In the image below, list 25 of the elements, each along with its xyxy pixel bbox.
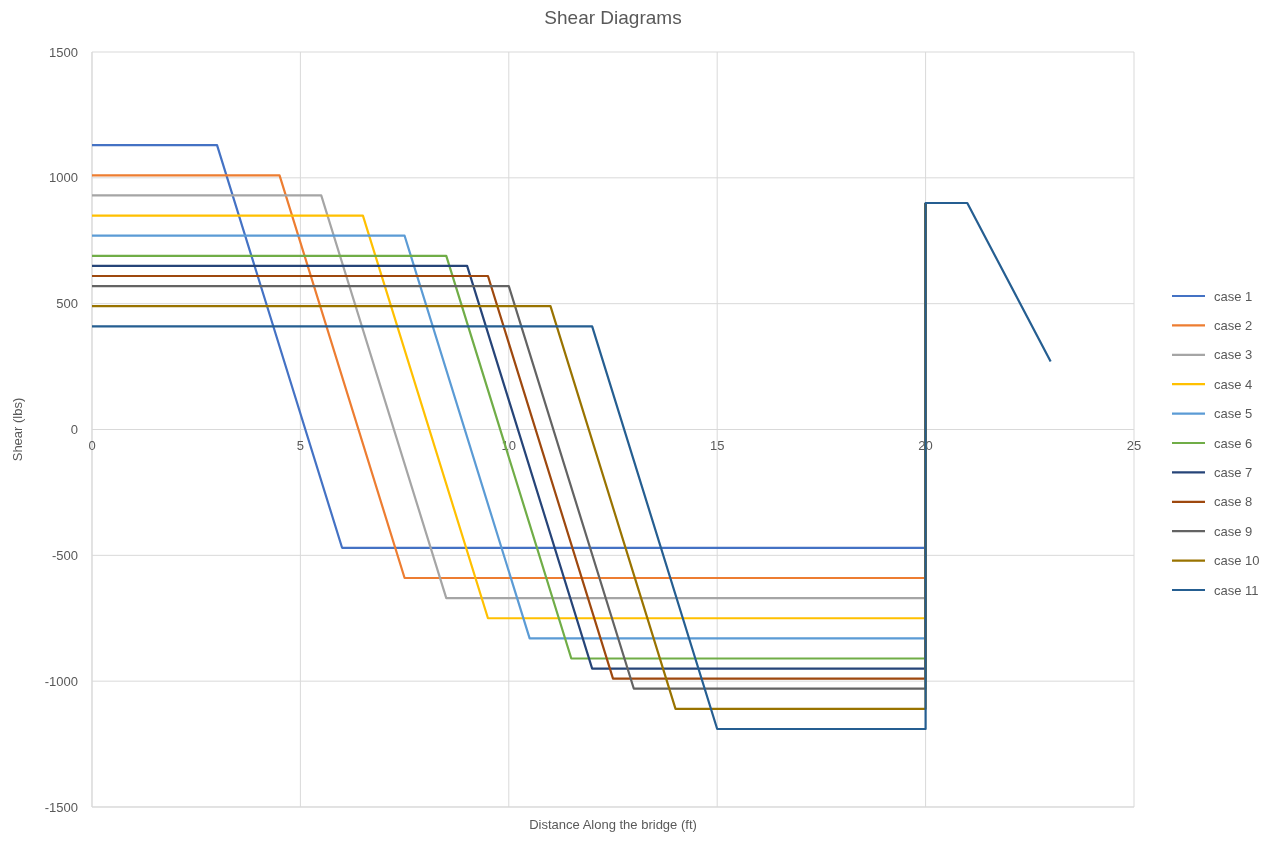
legend-label: case 10 xyxy=(1214,553,1260,569)
y-axis-title: Shear (lbs) xyxy=(10,397,25,462)
legend-label: case 5 xyxy=(1214,406,1253,422)
y-tick-label: -500 xyxy=(51,547,78,563)
legend-label: case 2 xyxy=(1214,317,1253,333)
x-tick-label: 15 xyxy=(709,437,725,453)
legend-label: case 11 xyxy=(1214,582,1259,598)
x-tick-label: 0 xyxy=(88,437,96,453)
y-tick-label: 1000 xyxy=(49,170,78,186)
x-tick-label: 25 xyxy=(1126,437,1142,453)
legend-label: case 9 xyxy=(1214,523,1253,539)
chart-title: Shear Diagrams xyxy=(544,7,682,28)
y-tick-label: 0 xyxy=(70,422,78,438)
y-tick-label: 500 xyxy=(56,296,78,312)
legend-label: case 7 xyxy=(1214,464,1253,480)
x-axis-title: Distance Along the bridge (ft) xyxy=(529,817,697,832)
legend-label: case 8 xyxy=(1214,494,1253,510)
x-tick-label: 5 xyxy=(296,437,305,453)
legend-label: case 4 xyxy=(1214,376,1253,392)
legend-label: case 1 xyxy=(1214,288,1253,304)
y-tick-label: 1500 xyxy=(49,44,78,60)
legend-label: case 6 xyxy=(1214,435,1253,451)
y-tick-label: -1500 xyxy=(44,799,78,815)
y-tick-label: -1000 xyxy=(44,673,78,689)
legend-label: case 3 xyxy=(1214,347,1253,363)
